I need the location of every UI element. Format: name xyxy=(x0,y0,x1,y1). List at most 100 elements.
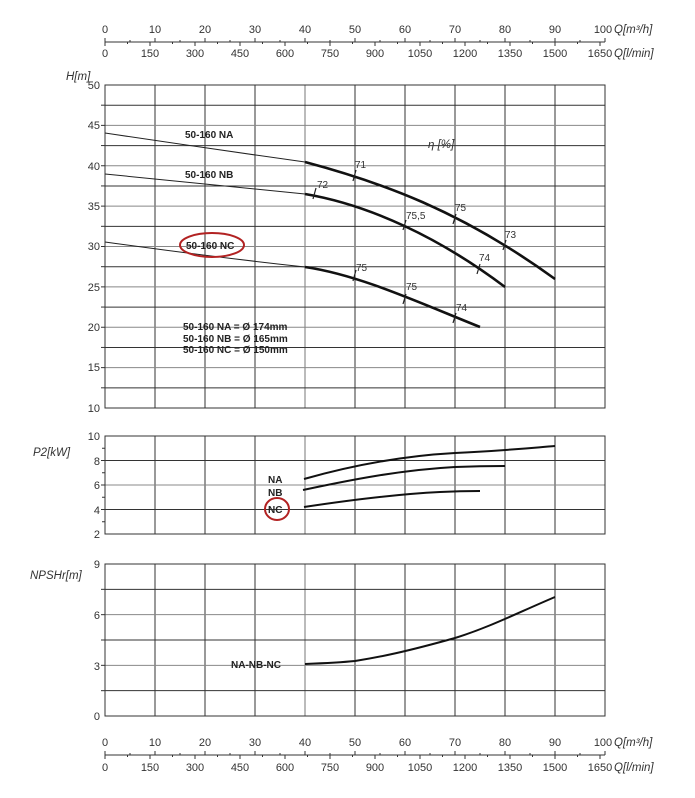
q-lmin-unit: Q[l/min] xyxy=(614,48,654,60)
btick-m3h-50: 50 xyxy=(349,737,361,749)
tick-lmin-1650: 1650 xyxy=(588,48,612,60)
nc-highlight-ellipse xyxy=(179,232,245,258)
tick-m3h-80: 80 xyxy=(499,24,511,36)
btick-m3h-90: 90 xyxy=(549,737,561,749)
tick-lmin-1500: 1500 xyxy=(543,48,567,60)
h-tick-30: 30 xyxy=(88,241,100,253)
tick-m3h-10: 10 xyxy=(149,24,161,36)
btick-lmin-1500: 1500 xyxy=(543,762,567,774)
btick-m3h-80: 80 xyxy=(499,737,511,749)
power-curve-nc xyxy=(303,490,481,508)
btick-lmin-450: 450 xyxy=(231,762,249,774)
p-tick-6: 6 xyxy=(94,480,100,492)
btick-m3h-60: 60 xyxy=(399,737,411,749)
btick-m3h-0: 0 xyxy=(102,737,108,749)
tick-lmin-300: 300 xyxy=(186,48,204,60)
curve-na-thin xyxy=(104,132,306,163)
btick-lmin-0: 0 xyxy=(102,762,108,774)
btick-m3h-100: 100 xyxy=(594,737,612,749)
tick-lmin-1350: 1350 xyxy=(498,48,522,60)
tick-lmin-0: 0 xyxy=(102,48,108,60)
diameter-nb: 50-160 NB = Ø 165mm xyxy=(183,334,288,345)
power-label-nb: NB xyxy=(268,488,282,499)
power-ylabel: P2[kW] xyxy=(33,447,71,459)
curve-nb xyxy=(304,192,506,289)
tick-lmin-900: 900 xyxy=(366,48,384,60)
eta-na-3: 73 xyxy=(505,230,517,241)
p-tick-2: 2 xyxy=(94,529,100,541)
q-m3h-unit: Q[m³/h] xyxy=(614,24,653,36)
btick-lmin-150: 150 xyxy=(141,762,159,774)
eta-nb-1: 72 xyxy=(317,180,329,191)
btick-lmin-1200: 1200 xyxy=(453,762,477,774)
label-50-160-nc: 50-160 NC xyxy=(186,241,234,252)
btick-m3h-40: 40 xyxy=(299,737,311,749)
btick-m3h-20: 20 xyxy=(199,737,211,749)
eta-na-2: 75 xyxy=(455,203,467,214)
btick-m3h-10: 10 xyxy=(149,737,161,749)
eta-na-1: 71 xyxy=(355,160,367,171)
btick-lmin-300: 300 xyxy=(186,762,204,774)
btick-m3h-30: 30 xyxy=(249,737,261,749)
eta-nc-1: 75 xyxy=(356,263,368,274)
bq-m3h-unit: Q[m³/h] xyxy=(614,737,653,749)
bq-lmin-unit: Q[l/min] xyxy=(614,762,654,774)
curve-na xyxy=(304,160,556,281)
npsh-ylabel: NPSHr[m] xyxy=(30,570,83,582)
h-tick-10: 10 xyxy=(88,403,100,415)
n-tick-9: 9 xyxy=(94,559,100,571)
btick-lmin-1350: 1350 xyxy=(498,762,522,774)
npsh-chart: NPSHr[m] 9 6 3 0 NA-NB-NC xyxy=(30,559,606,723)
tick-lmin-1050: 1050 xyxy=(408,48,432,60)
h-tick-20: 20 xyxy=(88,322,100,334)
p-tick-4: 4 xyxy=(94,505,100,517)
n-tick-0: 0 xyxy=(94,711,100,723)
tick-m3h-0: 0 xyxy=(102,24,108,36)
nc-power-highlight-circle xyxy=(264,497,290,521)
btick-lmin-750: 750 xyxy=(321,762,339,774)
power-curve-na xyxy=(303,445,556,480)
h-tick-15: 15 xyxy=(88,362,100,374)
p-tick-10: 10 xyxy=(88,431,100,443)
eta-nb-3: 74 xyxy=(479,253,491,264)
h-tick-25: 25 xyxy=(88,282,100,294)
n-tick-3: 3 xyxy=(94,661,100,673)
tick-m3h-70: 70 xyxy=(449,24,461,36)
label-50-160-nb: 50-160 NB xyxy=(185,170,233,181)
btick-lmin-900: 900 xyxy=(366,762,384,774)
tick-lmin-750: 750 xyxy=(321,48,339,60)
head-ylabel: H[m] xyxy=(66,71,91,83)
tick-lmin-450: 450 xyxy=(231,48,249,60)
power-curve-nb xyxy=(302,465,506,491)
h-tick-45: 45 xyxy=(88,120,100,132)
diameter-nc: 50-160 NC = Ø 150mm xyxy=(183,345,288,356)
eta-nc-3: 74 xyxy=(456,303,468,314)
curve-nb-thin xyxy=(104,173,306,195)
head-chart: H[m] 50 45 40 35 30 25 20 15 10 xyxy=(66,71,606,415)
n-tick-6: 6 xyxy=(94,610,100,622)
tick-m3h-30: 30 xyxy=(249,24,261,36)
curve-nc xyxy=(304,265,481,329)
h-tick-50: 50 xyxy=(88,80,100,92)
bottom-q-axis: 0 10 20 30 40 50 60 70 80 90 100 Q[m³/h]… xyxy=(102,737,654,774)
power-label-nc: NC xyxy=(268,505,282,516)
top-q-axis: 0 10 20 30 40 50 60 70 80 90 100 Q[m³/h]… xyxy=(102,24,654,60)
eta-nb-2: 75,5 xyxy=(406,211,426,222)
tick-m3h-100: 100 xyxy=(594,24,612,36)
tick-m3h-50: 50 xyxy=(349,24,361,36)
eta-title: η [%] xyxy=(428,139,455,151)
tick-lmin-600: 600 xyxy=(276,48,294,60)
btick-lmin-1050: 1050 xyxy=(408,762,432,774)
diameter-na: 50-160 NA = Ø 174mm xyxy=(183,322,288,333)
h-tick-35: 35 xyxy=(88,201,100,213)
curve-nc-thin xyxy=(104,241,306,268)
tick-m3h-90: 90 xyxy=(549,24,561,36)
tick-m3h-40: 40 xyxy=(299,24,311,36)
tick-m3h-20: 20 xyxy=(199,24,211,36)
h-tick-40: 40 xyxy=(88,161,100,173)
p-tick-8: 8 xyxy=(94,456,100,468)
btick-lmin-1650: 1650 xyxy=(588,762,612,774)
npsh-curve xyxy=(304,596,556,665)
btick-lmin-600: 600 xyxy=(276,762,294,774)
